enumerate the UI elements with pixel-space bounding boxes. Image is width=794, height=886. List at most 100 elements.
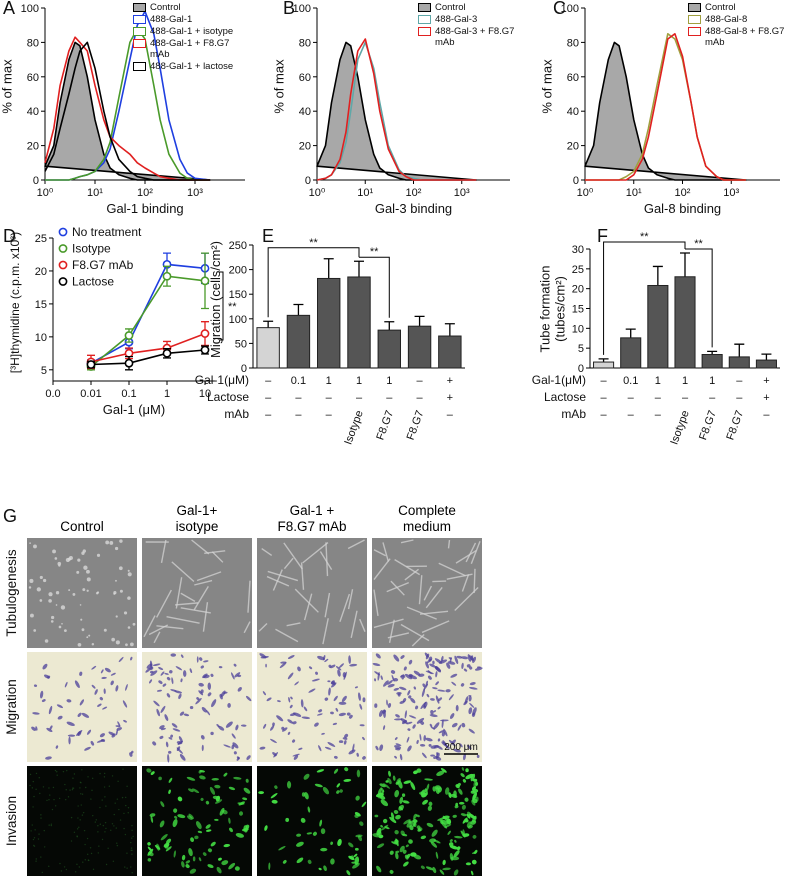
cell xyxy=(45,756,52,760)
cell xyxy=(32,712,40,715)
cell xyxy=(356,769,361,778)
noise xyxy=(29,773,32,776)
cell xyxy=(188,848,193,857)
cell xyxy=(330,664,336,669)
cell xyxy=(200,797,204,801)
noise xyxy=(48,799,50,801)
error-bar xyxy=(263,320,274,328)
y-tick-label: 150 xyxy=(229,289,247,301)
cell xyxy=(187,815,193,820)
tube xyxy=(267,570,299,582)
cell xyxy=(201,706,208,713)
cell xyxy=(190,837,195,843)
noise xyxy=(102,824,105,827)
cell xyxy=(223,772,228,777)
cell xyxy=(168,777,173,783)
cell xyxy=(403,780,412,784)
cell xyxy=(395,814,401,820)
cell xyxy=(307,806,311,813)
noise xyxy=(126,785,128,788)
cell xyxy=(90,740,95,746)
cell xyxy=(211,778,220,781)
y-tick-label: 30 xyxy=(572,244,584,256)
noise xyxy=(70,840,73,842)
y-axis-label: % of max xyxy=(0,59,15,114)
bar xyxy=(347,276,371,369)
cell xyxy=(221,860,229,866)
cell xyxy=(465,862,472,866)
noise xyxy=(81,793,84,795)
cell xyxy=(377,787,382,796)
tube xyxy=(400,539,414,544)
cell xyxy=(276,715,284,722)
tube xyxy=(211,551,224,563)
cell xyxy=(448,792,452,799)
cell xyxy=(374,671,381,676)
cell xyxy=(81,628,85,632)
cell xyxy=(162,683,167,687)
cell xyxy=(358,692,361,701)
table-cell: – xyxy=(763,409,770,421)
cell xyxy=(211,699,217,708)
cell xyxy=(99,733,106,738)
tube xyxy=(156,589,172,618)
cell xyxy=(29,542,31,544)
cell xyxy=(424,778,433,781)
noise xyxy=(107,847,109,849)
noise xyxy=(40,856,42,858)
cell xyxy=(455,802,459,807)
micrograph xyxy=(27,652,137,762)
legend-label: 488-Gal-1 + F8.G7 mAb xyxy=(150,38,230,60)
cell xyxy=(100,739,106,742)
cell xyxy=(387,683,395,688)
legend-swatch xyxy=(418,27,431,36)
cell xyxy=(185,860,191,864)
cell xyxy=(354,686,358,689)
cell xyxy=(55,604,58,606)
noise xyxy=(73,831,76,833)
cell xyxy=(428,675,432,680)
cell xyxy=(61,622,63,625)
cell xyxy=(440,768,447,773)
cell xyxy=(188,788,194,793)
cell xyxy=(467,825,473,829)
y-tick-label: 20 xyxy=(27,141,39,153)
cell xyxy=(407,728,411,731)
cell xyxy=(68,736,71,745)
cell xyxy=(158,776,162,781)
tube xyxy=(373,549,387,557)
column-title: Complete medium xyxy=(398,503,456,534)
cell xyxy=(387,777,392,785)
cell xyxy=(404,710,407,719)
noise xyxy=(91,789,93,792)
noise xyxy=(39,792,41,795)
tube xyxy=(347,589,354,610)
legend-label: 488-Gal-8 xyxy=(705,14,748,25)
marker xyxy=(200,329,210,338)
cell xyxy=(122,700,128,708)
y-tick-label: 60 xyxy=(299,72,311,84)
cell xyxy=(322,786,330,795)
noise xyxy=(131,849,133,852)
panel-label: B xyxy=(283,0,295,18)
tube xyxy=(300,562,305,590)
cell xyxy=(296,857,304,864)
y-tick-label: 15 xyxy=(572,304,584,316)
cell xyxy=(389,816,397,824)
cell xyxy=(435,756,442,761)
tube xyxy=(432,580,447,583)
cell xyxy=(380,799,389,807)
cell xyxy=(391,841,398,845)
panel-label: A xyxy=(3,0,15,18)
cell xyxy=(115,685,119,692)
cell xyxy=(185,864,190,869)
noise xyxy=(84,843,86,846)
micrograph xyxy=(27,766,137,876)
noise xyxy=(40,817,42,819)
y-tick-label: 15 xyxy=(35,299,47,311)
cell xyxy=(314,722,319,727)
cell xyxy=(406,721,413,725)
cell xyxy=(127,596,131,600)
cell xyxy=(203,674,210,679)
noise xyxy=(51,808,54,811)
